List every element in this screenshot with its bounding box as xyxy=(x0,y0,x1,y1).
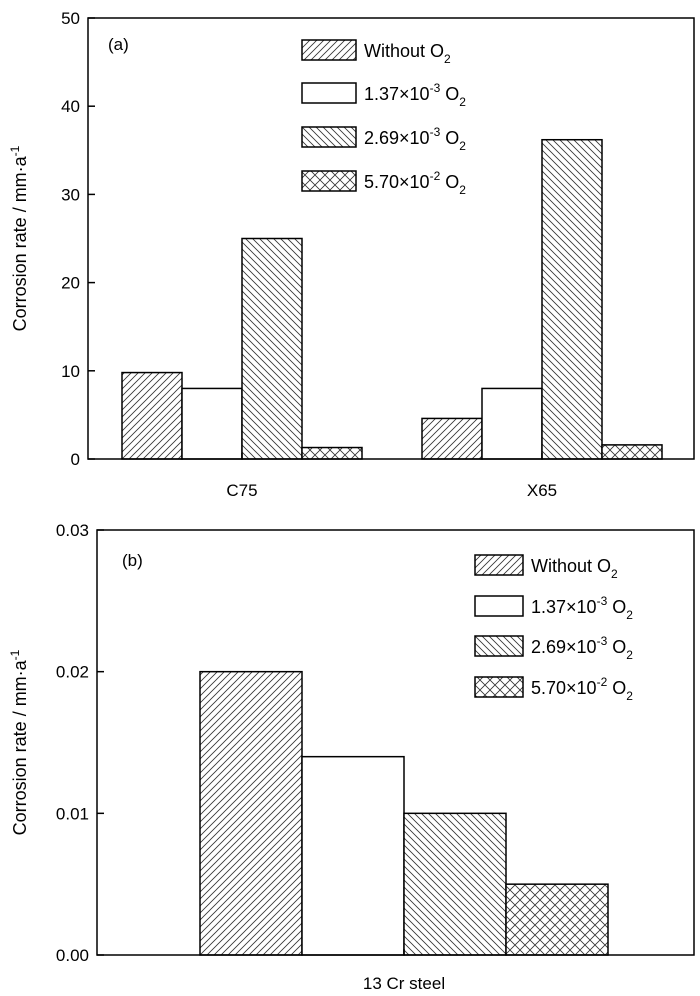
y-axis-label-text: Corrosion rate / mm·a xyxy=(10,155,30,331)
legend-swatch xyxy=(301,39,357,61)
legend-swatch xyxy=(474,595,524,617)
bar-13-cr-steel-series-3 xyxy=(505,883,609,956)
legend-label-exponent: -3 xyxy=(430,125,441,139)
panel-label: (a) xyxy=(108,35,129,54)
y-tick-label: 0 xyxy=(71,450,80,469)
legend-label: 1.37×10-3 O2 xyxy=(364,81,466,109)
y-tick-label: 0.03 xyxy=(56,521,89,540)
legend: Without O21.37×10-3 O22.69×10-3 O25.70×1… xyxy=(301,39,466,197)
legend-item: Without O2 xyxy=(474,554,618,581)
legend-label-exponent: -2 xyxy=(597,675,608,689)
legend-label-species: O xyxy=(440,172,459,192)
panel-a: 0 10 20 30 40 50 C75 X65 (a) Corrosion rate / mm·… xyxy=(8,9,695,500)
y-tick-label: 10 xyxy=(61,362,80,381)
panel-b: 0.00 0.01 0.02 0.03 13 Cr steel (b) Corrosion … xyxy=(8,521,695,993)
legend-swatch xyxy=(301,82,357,104)
legend-label-base: 5.70×10 xyxy=(531,678,597,698)
legend-swatch xyxy=(474,676,524,698)
legend-label-subscript: 2 xyxy=(444,52,451,66)
y-axis-label-exponent: -1 xyxy=(8,649,22,660)
bar-c75-series-3 xyxy=(301,446,363,460)
y-tick-label: 30 xyxy=(61,185,80,204)
y-axis-label: Corrosion rate / mm·a-1 xyxy=(8,145,30,331)
legend-label-subscript: 2 xyxy=(611,567,618,581)
legend-label-subscript: 2 xyxy=(626,648,633,662)
legend-item: 1.37×10-3 O2 xyxy=(474,594,633,622)
bar-13-cr-steel-series-1 xyxy=(301,755,405,956)
legend-label-base: 5.70×10 xyxy=(364,172,430,192)
legend-swatch xyxy=(474,554,524,576)
y-tick-label: 40 xyxy=(61,97,80,116)
legend-label: 1.37×10-3 O2 xyxy=(531,594,633,622)
legend-label-subscript: 2 xyxy=(459,139,466,153)
legend-label-subscript: 2 xyxy=(626,608,633,622)
y-axis-label-text: Corrosion rate / mm·a xyxy=(10,659,30,835)
legend-swatch xyxy=(301,126,357,148)
legend-item: 2.69×10-3 O2 xyxy=(301,125,466,153)
bar-13-cr-steel-series-0 xyxy=(199,670,303,956)
legend-label: Without O2 xyxy=(531,556,618,581)
legend-label-base: 2.69×10 xyxy=(364,128,430,148)
legend-label: 2.69×10-3 O2 xyxy=(364,125,466,153)
legend-label: 2.69×10-3 O2 xyxy=(531,634,633,662)
legend-label-base: 1.37×10 xyxy=(364,84,430,104)
y-tick-label: 0.02 xyxy=(56,663,89,682)
legend-swatch xyxy=(301,170,357,192)
legend-item: 5.70×10-2 O2 xyxy=(474,675,633,703)
y-axis-label: Corrosion rate / mm·a-1 xyxy=(8,649,30,835)
bar-x65-series-1 xyxy=(481,387,543,460)
legend-item: 1.37×10-3 O2 xyxy=(301,81,466,109)
bar-x65-series-0 xyxy=(421,417,483,460)
legend-label-species: O xyxy=(440,84,459,104)
legend-label-base: Without O xyxy=(531,556,611,576)
bar-c75-series-0 xyxy=(121,371,183,460)
legend-label-subscript: 2 xyxy=(626,689,633,703)
legend-label-exponent: -3 xyxy=(597,634,608,648)
panel-label: (b) xyxy=(122,551,143,570)
y-tick-label: 20 xyxy=(61,274,80,293)
legend-label-base: 1.37×10 xyxy=(531,597,597,617)
legend-label: 5.70×10-2 O2 xyxy=(364,169,466,197)
legend-label-subscript: 2 xyxy=(459,95,466,109)
plot-frame xyxy=(87,17,695,460)
legend-label-base: 2.69×10 xyxy=(531,637,597,657)
bar-13-cr-steel-series-2 xyxy=(403,812,507,956)
legend-swatch xyxy=(474,635,524,657)
legend-label-species: O xyxy=(440,128,459,148)
legend-label-base: Without O xyxy=(364,41,444,61)
y-tick-label: 50 xyxy=(61,9,80,28)
legend-label-exponent: -2 xyxy=(430,169,441,183)
x-tick-label: C75 xyxy=(226,481,257,500)
legend-item: 2.69×10-3 O2 xyxy=(474,634,633,662)
bar-c75-series-1 xyxy=(181,387,243,460)
x-tick-label: X65 xyxy=(527,481,557,500)
bar-c75-series-2 xyxy=(241,237,303,460)
y-tick-label: 0.00 xyxy=(56,946,89,965)
legend: Without O21.37×10-3 O22.69×10-3 O25.70×1… xyxy=(474,554,633,703)
bar-x65-series-3 xyxy=(601,444,663,460)
legend-label-subscript: 2 xyxy=(459,183,466,197)
legend-label: 5.70×10-2 O2 xyxy=(531,675,633,703)
legend-label-species: O xyxy=(607,637,626,657)
legend-label-exponent: -3 xyxy=(597,594,608,608)
legend-label-exponent: -3 xyxy=(430,81,441,95)
plot-frame xyxy=(96,529,695,956)
legend-item: 5.70×10-2 O2 xyxy=(301,169,466,197)
legend-label: Without O2 xyxy=(364,41,451,66)
x-tick-label: 13 Cr steel xyxy=(363,974,445,993)
y-tick-label: 0.01 xyxy=(56,804,89,823)
y-axis-label-exponent: -1 xyxy=(8,145,22,156)
legend-label-species: O xyxy=(607,597,626,617)
legend-label-species: O xyxy=(607,678,626,698)
legend-item: Without O2 xyxy=(301,39,451,66)
bar-x65-series-2 xyxy=(541,138,603,460)
